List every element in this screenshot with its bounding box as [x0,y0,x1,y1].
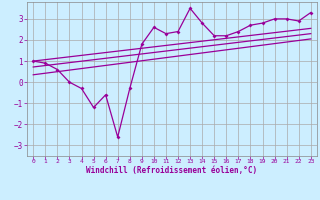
X-axis label: Windchill (Refroidissement éolien,°C): Windchill (Refroidissement éolien,°C) [86,166,258,175]
